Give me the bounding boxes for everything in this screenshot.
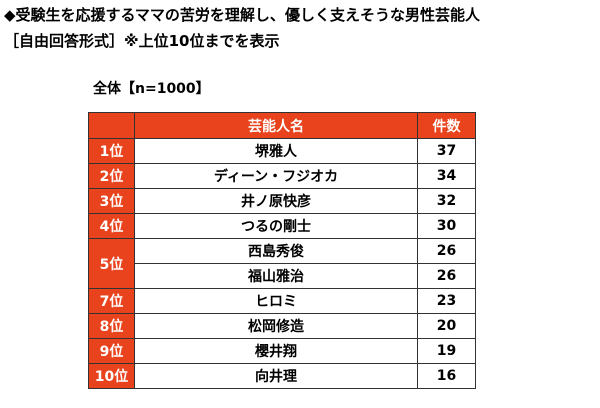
rank-header bbox=[88, 112, 135, 139]
count: 26 bbox=[417, 238, 476, 264]
rank: 4位 bbox=[88, 213, 135, 239]
row: 9位 櫻井翔 19 bbox=[88, 338, 476, 364]
row: 8位 松岡修造 20 bbox=[88, 313, 476, 339]
row: 4位 つるの剛士 30 bbox=[88, 213, 476, 239]
count: 34 bbox=[417, 163, 476, 189]
row: 10位 向井理 16 bbox=[88, 363, 476, 389]
count: 30 bbox=[417, 213, 476, 239]
subtitle: ［自由回答形式］※上位10位までを表示 bbox=[4, 32, 280, 50]
rank: 10位 bbox=[88, 363, 135, 389]
name: つるの剛士 bbox=[134, 213, 418, 239]
name: 福山雅治 bbox=[134, 263, 418, 289]
title: ◆受験生を応援するママの苦労を理解し、優しく支えそうな男性芸能人 bbox=[4, 6, 480, 24]
rank: 1位 bbox=[88, 138, 135, 164]
count: 23 bbox=[417, 288, 476, 314]
header-row: 芸能人名 件数 bbox=[88, 112, 476, 139]
name: 向井理 bbox=[134, 363, 418, 389]
rank: 3位 bbox=[88, 188, 135, 214]
name: ヒロミ bbox=[134, 288, 418, 314]
name: 西島秀俊 bbox=[134, 238, 418, 264]
ranking-table: 芸能人名 件数 1位 堺雅人 37 2位 ディーン・フジオカ 34 3位 井ノ原快彦 32 4位つ… bbox=[88, 112, 476, 389]
count: 16 bbox=[417, 363, 476, 389]
column-header: 件数 bbox=[417, 112, 476, 139]
table-body: 1位 堺雅人 37 2位 ディーン・フジオカ 34 3位 井ノ原快彦 32 4位 つるの剛士 30 5位… bbox=[88, 138, 476, 389]
caption: 全体【n=1000】 bbox=[93, 81, 210, 97]
rank: 7位 bbox=[88, 288, 135, 314]
name: 井ノ原快彦 bbox=[134, 188, 418, 214]
name: 櫻井翔 bbox=[134, 338, 418, 364]
row: 7位 ヒロミ 23 bbox=[88, 288, 476, 314]
row: 福山雅治 26 bbox=[89, 263, 476, 289]
count: 20 bbox=[417, 313, 476, 339]
row: 5位 西島秀俊 26 bbox=[88, 238, 476, 289]
count: 19 bbox=[417, 338, 476, 364]
count: 32 bbox=[417, 188, 476, 214]
rank: 8位 bbox=[88, 313, 135, 339]
rank: 9位 bbox=[88, 338, 135, 364]
row: 3位 井ノ原快彦 32 bbox=[88, 188, 476, 214]
rank: 5位 bbox=[88, 238, 135, 289]
row: 2位 ディーン・フジオカ 34 bbox=[88, 163, 476, 189]
column-header: 芸能人名 bbox=[134, 112, 418, 139]
rank: 2位 bbox=[88, 163, 135, 189]
count: 37 bbox=[417, 138, 476, 164]
name: 松岡修造 bbox=[134, 313, 418, 339]
count: 26 bbox=[417, 263, 476, 289]
name: ディーン・フジオカ bbox=[134, 163, 418, 189]
name: 堺雅人 bbox=[134, 138, 418, 164]
row: 1位 堺雅人 37 bbox=[88, 138, 476, 164]
